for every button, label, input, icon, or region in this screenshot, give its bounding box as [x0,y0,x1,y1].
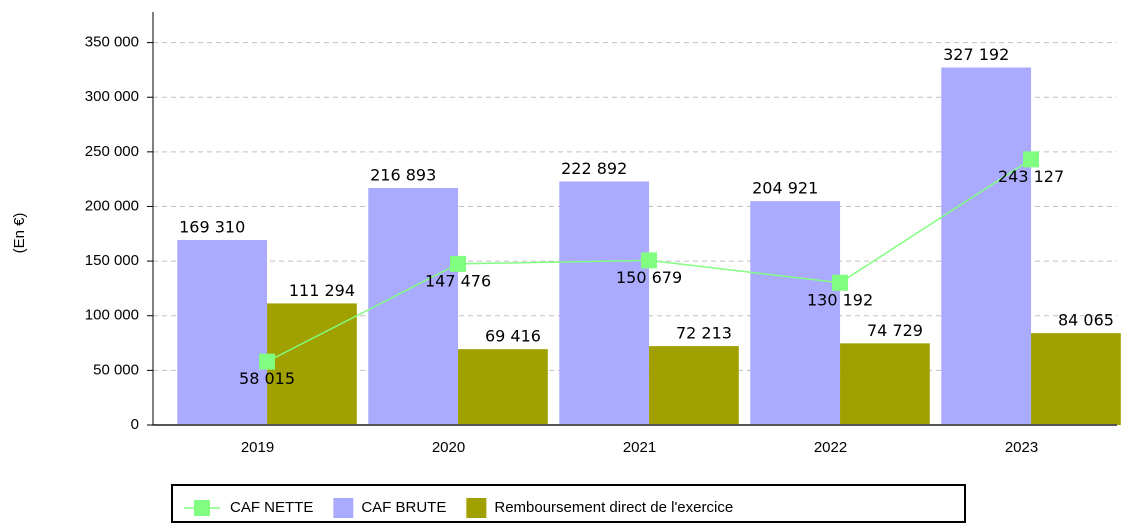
bar [177,240,268,425]
y-tick-label: 100 000 [85,307,139,324]
data-label: 169 310 [179,218,245,237]
y-tick-label: 250 000 [85,143,139,160]
data-label: 327 192 [943,45,1009,64]
legend-swatch [194,500,210,516]
x-tick-label: 2019 [241,439,274,456]
legend: CAF NETTE CAF BRUTE Remboursement direct d… [171,484,966,523]
line-marker [641,252,658,269]
data-label: 222 892 [561,159,627,178]
data-label: 111 294 [289,281,355,300]
line-marker [1023,151,1040,168]
data-label: 150 679 [616,268,682,287]
legend-box [171,484,966,523]
y-tick-label: 200 000 [85,197,139,214]
legend-swatch [466,498,487,518]
data-label: 84 065 [1058,311,1114,330]
data-label: 147 476 [425,271,491,290]
data-label: 204 921 [752,179,818,198]
bar [840,343,930,425]
legend-label: CAF NETTE [230,499,313,516]
bar [559,181,650,425]
x-tick-label: 2020 [432,439,465,456]
line-marker [832,274,849,291]
data-label: 74 729 [867,321,923,340]
legend-swatch [333,498,354,518]
x-tick-label: 2022 [814,439,847,456]
data-label: 130 192 [807,290,873,309]
data-label: 58 015 [239,369,295,388]
data-label: 72 213 [676,324,732,343]
legend-label: CAF BRUTE [361,499,446,516]
bar [368,188,459,425]
legend-label: Remboursement direct de l'exercice [494,499,733,516]
x-tick-label: 2023 [1005,439,1038,456]
bar [941,67,1032,425]
bar [458,349,548,425]
bar [267,303,357,425]
y-tick-label: 350 000 [85,34,139,51]
y-tick-label: 300 000 [85,88,139,105]
bar [750,201,841,425]
y-tick-label: 0 [131,416,139,433]
y-tick-label: 150 000 [85,252,139,269]
line-marker [450,255,467,272]
data-label: 243 127 [998,167,1064,186]
y-tick-label: 50 000 [93,361,139,378]
x-tick-label: 2021 [623,439,656,456]
bar [1031,333,1121,425]
line-marker [259,353,276,370]
y-axis-label: (En €) [11,213,28,254]
data-label: 69 416 [485,327,541,346]
bar [649,346,739,425]
data-label: 216 893 [370,166,436,185]
